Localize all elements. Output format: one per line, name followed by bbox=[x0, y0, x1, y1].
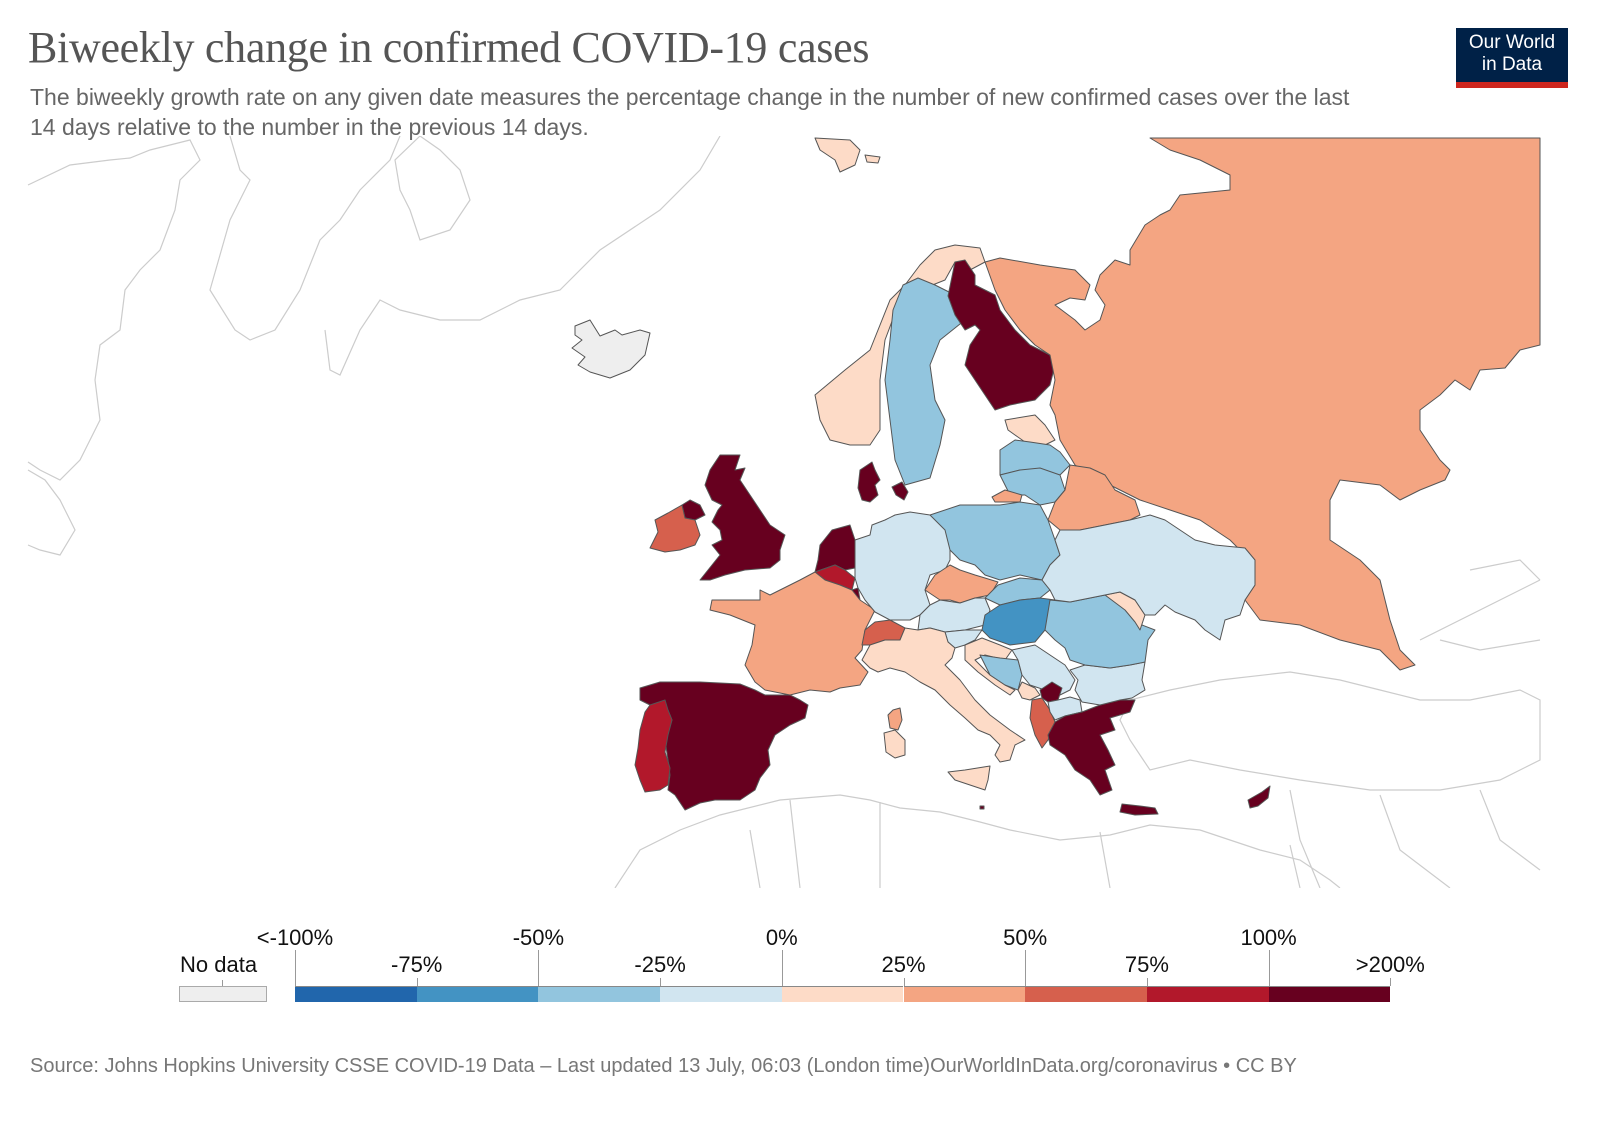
country-malta[interactable] bbox=[979, 805, 985, 810]
legend-bin[interactable] bbox=[1146, 986, 1269, 1002]
legend-tick-label: 100% bbox=[1240, 925, 1297, 950]
country-serbia[interactable] bbox=[1011, 644, 1076, 696]
legend-bin[interactable] bbox=[416, 986, 539, 1002]
legend-tick-label: -50% bbox=[512, 925, 565, 950]
logo-line-2: in Data bbox=[1481, 54, 1543, 75]
source-text: Source: Johns Hopkins University CSSE CO… bbox=[30, 1055, 931, 1077]
chart-title: Biweekly change in confirmed COVID-19 ca… bbox=[28, 23, 870, 72]
legend-tick bbox=[1025, 950, 1027, 986]
greenland-east-outline bbox=[324, 136, 721, 376]
license-text: • CC BY bbox=[1217, 1055, 1297, 1077]
legend-tick bbox=[1390, 978, 1392, 986]
legend-tick bbox=[781, 950, 783, 986]
north-africa-outline bbox=[614, 794, 1341, 888]
footer: Source: Johns Hopkins University CSSE CO… bbox=[30, 1055, 1297, 1078]
legend-bin[interactable] bbox=[903, 986, 1026, 1002]
legend-tick bbox=[295, 950, 296, 986]
country-russia[interactable] bbox=[984, 137, 1541, 671]
country-netherlands[interactable] bbox=[814, 524, 856, 573]
legend-tick bbox=[538, 950, 540, 986]
legend-tick-label: 0% bbox=[765, 925, 798, 950]
country-finland[interactable] bbox=[947, 259, 1056, 411]
country-corsica[interactable] bbox=[887, 707, 903, 731]
country-czechia[interactable] bbox=[924, 564, 999, 604]
greenland-outline bbox=[27, 139, 201, 481]
country-denmark[interactable] bbox=[857, 461, 909, 503]
middle-east-outline bbox=[1289, 789, 1541, 888]
no-data-swatch bbox=[179, 986, 267, 1002]
legend-bin[interactable] bbox=[538, 986, 661, 1002]
legend-tick-label: -75% bbox=[391, 952, 443, 977]
country-portugal[interactable] bbox=[634, 699, 673, 793]
country-montenegro[interactable] bbox=[1017, 681, 1041, 701]
canada-outline bbox=[27, 469, 76, 556]
country-sardinia[interactable] bbox=[883, 729, 906, 759]
legend-tick-label: 75% bbox=[1124, 952, 1169, 977]
legend-tick bbox=[1146, 978, 1148, 986]
turkey-outline bbox=[1119, 671, 1541, 791]
arctic-island-outline bbox=[394, 136, 471, 241]
legend-tick bbox=[1268, 950, 1270, 986]
legend-bin[interactable] bbox=[295, 986, 417, 1002]
country-kaliningrad[interactable] bbox=[991, 489, 1023, 503]
owid-logo[interactable]: Our World in Data bbox=[1456, 28, 1568, 88]
choropleth-map bbox=[27, 136, 1541, 888]
country-iceland[interactable] bbox=[571, 319, 651, 379]
countries bbox=[571, 137, 1541, 816]
legend-tick-label: -25% bbox=[634, 952, 686, 977]
legend-tick-label: 50% bbox=[1003, 925, 1048, 950]
logo-accent-bar bbox=[1456, 82, 1568, 88]
country-uk[interactable] bbox=[699, 454, 786, 581]
country-northern-ireland[interactable] bbox=[681, 499, 706, 521]
legend-bin[interactable] bbox=[781, 986, 904, 1002]
legend-bin[interactable] bbox=[1268, 986, 1391, 1002]
country-hungary[interactable] bbox=[981, 597, 1056, 646]
country-france[interactable] bbox=[709, 571, 876, 696]
country-estonia[interactable] bbox=[1004, 414, 1056, 446]
source-link[interactable]: OurWorldInData.org/coronavirus bbox=[930, 1055, 1218, 1077]
no-data-tick bbox=[222, 980, 223, 986]
legend-bin[interactable] bbox=[1025, 986, 1147, 1002]
caucasus-outline bbox=[1419, 559, 1541, 651]
greenland-inner-outline bbox=[209, 136, 401, 341]
legend-tick-label: <-100% bbox=[256, 925, 334, 950]
no-data-label: No data bbox=[180, 952, 258, 977]
country-svalbard[interactable] bbox=[814, 137, 881, 173]
country-cyprus[interactable] bbox=[1247, 785, 1271, 809]
country-ireland[interactable] bbox=[649, 504, 701, 553]
legend-tick bbox=[660, 978, 662, 986]
country-crete[interactable] bbox=[1119, 803, 1159, 816]
legend-tick-label: >200% bbox=[1355, 952, 1425, 977]
legend-tick bbox=[416, 978, 418, 986]
chart-subtitle: The biweekly growth rate on any given da… bbox=[30, 84, 1350, 140]
legend-tick bbox=[903, 978, 905, 986]
background-land bbox=[27, 136, 1541, 888]
color-legend: No data <-100% -75% -50% -25% 0% 25% 50% 75% 100… bbox=[0, 920, 1600, 1020]
country-germany[interactable] bbox=[854, 511, 951, 621]
country-sicily[interactable] bbox=[947, 765, 991, 791]
logo-line-1: Our World bbox=[1468, 32, 1556, 53]
legend-tick-label: 25% bbox=[881, 952, 926, 977]
country-bosnia[interactable] bbox=[979, 654, 1023, 691]
country-ukraine[interactable] bbox=[1041, 514, 1256, 641]
country-italy[interactable] bbox=[861, 627, 1026, 763]
legend-bin[interactable] bbox=[660, 986, 782, 1002]
libya-egypt-outline bbox=[749, 799, 1301, 888]
